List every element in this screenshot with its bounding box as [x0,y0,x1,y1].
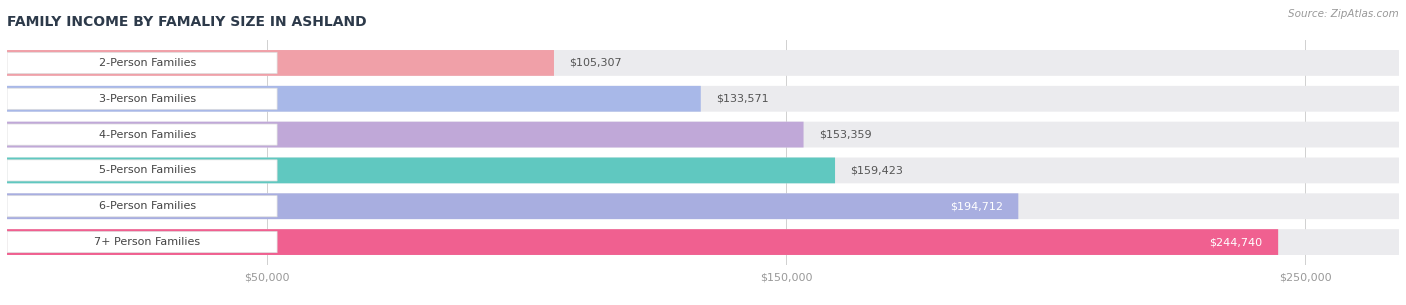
FancyBboxPatch shape [7,160,277,181]
Text: $105,307: $105,307 [569,58,623,68]
FancyBboxPatch shape [7,193,1018,219]
FancyBboxPatch shape [7,193,1399,219]
Text: $194,712: $194,712 [949,201,1002,211]
FancyBboxPatch shape [7,229,1399,255]
FancyBboxPatch shape [7,86,700,112]
Text: 2-Person Families: 2-Person Families [98,58,195,68]
Text: 3-Person Families: 3-Person Families [98,94,195,104]
FancyBboxPatch shape [7,122,1399,148]
FancyBboxPatch shape [7,124,277,145]
FancyBboxPatch shape [7,52,277,74]
Text: 5-Person Families: 5-Person Families [98,165,195,175]
Text: 6-Person Families: 6-Person Families [98,201,195,211]
Text: 7+ Person Families: 7+ Person Families [94,237,200,247]
Text: FAMILY INCOME BY FAMALIY SIZE IN ASHLAND: FAMILY INCOME BY FAMALIY SIZE IN ASHLAND [7,15,367,29]
FancyBboxPatch shape [7,157,835,183]
FancyBboxPatch shape [7,157,1399,183]
Text: $159,423: $159,423 [851,165,904,175]
FancyBboxPatch shape [7,229,1278,255]
FancyBboxPatch shape [7,122,804,148]
Text: $153,359: $153,359 [820,130,872,140]
FancyBboxPatch shape [7,50,1399,76]
FancyBboxPatch shape [7,88,277,109]
Text: Source: ZipAtlas.com: Source: ZipAtlas.com [1288,9,1399,19]
FancyBboxPatch shape [7,86,1399,112]
FancyBboxPatch shape [7,196,277,217]
FancyBboxPatch shape [7,50,554,76]
Text: $244,740: $244,740 [1209,237,1263,247]
Text: 4-Person Families: 4-Person Families [98,130,195,140]
FancyBboxPatch shape [7,231,277,253]
Text: $133,571: $133,571 [716,94,769,104]
